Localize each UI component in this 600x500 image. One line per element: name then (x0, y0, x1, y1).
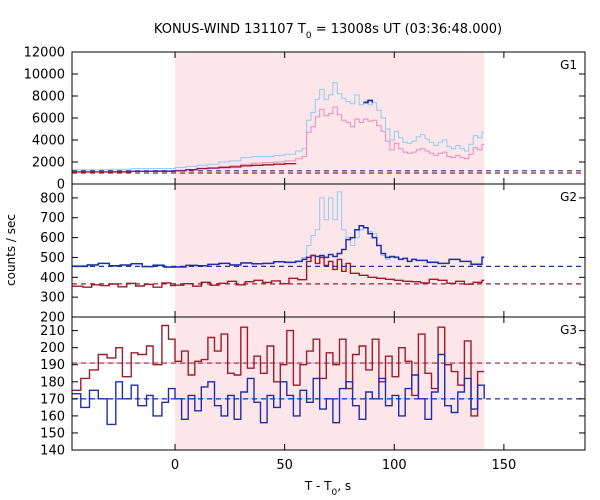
panel-label: G2 (560, 190, 577, 204)
plot-area: 020004000600080001000012000G120030040050… (24, 46, 586, 473)
y-tick-label: 700 (40, 211, 65, 226)
y-tick-label: 170 (40, 392, 65, 407)
y-tick-label: 800 (40, 191, 65, 206)
x-tick-label: 50 (276, 458, 293, 473)
x-tick-label: 0 (171, 458, 179, 473)
x-axis-title: T - T0, s (304, 479, 351, 498)
y-tick-label: 160 (40, 409, 65, 424)
panel-label: G1 (560, 58, 577, 72)
x-tick-label: 100 (382, 458, 407, 473)
y-tick-label: 180 (40, 375, 65, 390)
y-tick-label: 600 (40, 231, 65, 246)
y-axis-title: counts / sec (4, 214, 18, 286)
y-tick-label: 8000 (32, 90, 65, 105)
y-tick-label: 210 (40, 324, 65, 339)
y-tick-label: 400 (40, 271, 65, 286)
highlight-interval (175, 317, 485, 450)
series-line-2 (363, 99, 374, 104)
panel-frame (71, 316, 586, 451)
y-tick-label: 12000 (24, 46, 65, 61)
panel-g3: 140 150 160 170 180 190 200 210 G3 (40, 316, 586, 459)
y-tick-label: 10000 (24, 68, 65, 83)
y-tick-label: 6000 (32, 112, 65, 127)
panel-g2: 200 300 400 500 600 700 800 G2 (40, 183, 586, 326)
panel-label: G3 (560, 323, 577, 337)
highlight-interval (175, 184, 485, 317)
y-tick-label: 150 (40, 426, 65, 441)
y-tick-label: 4000 (32, 134, 65, 149)
series-line-1 (72, 82, 485, 171)
y-tick-label: 300 (40, 291, 65, 306)
chart-title: KONUS-WIND 131107 T0 = 13008s UT (03:36:… (154, 22, 502, 41)
x-tick-label: 150 (491, 458, 516, 473)
y-tick-label: 200 (40, 311, 65, 326)
y-tick-label: 190 (40, 358, 65, 373)
y-tick-label: 0 (57, 178, 65, 193)
y-tick-label: 140 (40, 444, 65, 459)
series-line-2 (72, 224, 485, 268)
y-tick-label: 2000 (32, 156, 65, 171)
y-tick-label: 500 (40, 251, 65, 266)
highlight-interval (175, 52, 485, 184)
series-line-3 (72, 254, 485, 288)
y-tick-label: 200 (40, 341, 65, 356)
panel-g1: 0 2000 4000 6000 8000 10000 12000 G1 (24, 46, 586, 193)
series-line-4 (72, 163, 297, 173)
